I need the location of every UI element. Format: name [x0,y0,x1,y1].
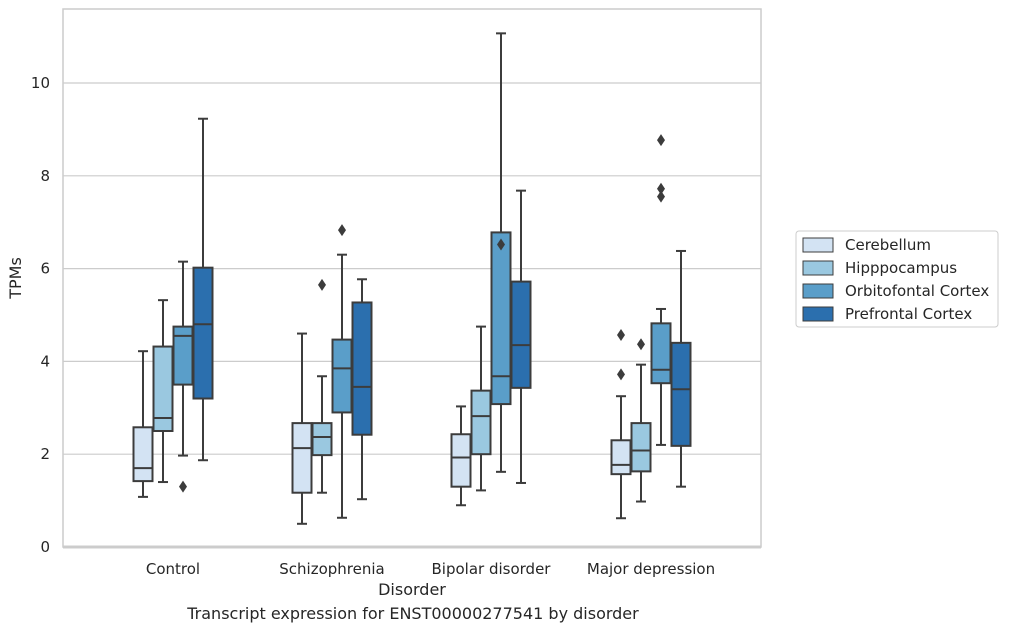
boxes-layer [132,32,692,525]
legend: Cerebellum Hipppocampus Orbitofontal Corte… [795,230,999,328]
box-group [470,325,492,492]
x-tick-label: Bipolar disorder [432,560,552,578]
box-iqr [132,426,154,483]
y-tick-label: 2 [40,445,50,463]
box-iqr [490,231,512,406]
box-iqr [510,280,532,389]
outlier-marker [338,224,346,237]
outlier-marker [179,480,187,493]
legend-swatch [802,283,834,299]
box-group [670,249,692,488]
box-iqr [152,345,174,432]
legend-swatch [802,260,834,276]
x-tick-label: Schizophrenia [279,560,384,578]
box-group [192,117,214,462]
outlier-marker [617,328,625,341]
box-iqr [311,422,333,457]
legend-swatch [802,306,834,322]
box-iqr [610,439,632,476]
box-iqr [650,322,672,385]
box-group [510,189,532,484]
x-tick-label: Major depression [587,560,715,578]
box-group [351,278,373,501]
box-group [172,260,194,493]
box-iqr [291,422,313,494]
box-group [152,299,174,484]
x-axis-title: Disorder [378,580,446,599]
plot-frame [62,8,762,548]
outlier-marker [657,182,665,195]
outlier-marker [617,368,625,381]
legend-label: Orbitofontal Cortex [845,282,989,300]
y-tick-label: 8 [40,167,50,185]
box-iqr [351,301,373,436]
outlier-marker [657,190,665,203]
legend-frame [795,230,999,328]
grid-lines [63,82,761,549]
y-axis-title: TPMs [6,257,25,300]
legend-label: Hipppocampus [845,259,957,277]
box-group [610,328,632,520]
outlier-marker [497,238,505,251]
y-tick-labels: 0 2 4 6 8 10 [31,74,50,556]
x-tick-label: Control [146,560,200,578]
y-tick-label: 0 [40,538,50,556]
outlier-marker [637,338,645,351]
box-group [311,278,333,494]
box-iqr [670,341,692,447]
box-group [291,332,313,525]
box-iqr [192,266,214,400]
box-group [650,134,672,446]
box-group [630,338,652,503]
legend-label: Prefrontal Cortex [845,305,972,323]
box-group [132,350,154,498]
legend-swatch [802,237,834,253]
box-iqr [331,338,353,414]
box-group [450,405,472,507]
y-tick-label: 10 [31,74,50,92]
box-group [490,32,512,473]
y-tick-label: 6 [40,260,50,278]
chart-caption: Transcript expression for ENST0000027754… [187,604,639,623]
y-tick-label: 4 [40,352,50,370]
box-iqr [470,389,492,456]
legend-label: Cerebellum [845,236,931,254]
box-iqr [450,433,472,488]
x-tick-labels: Control Schizophrenia Bipolar disorder Majo… [146,560,715,578]
outlier-marker [657,134,665,147]
outlier-marker [318,278,326,291]
box-iqr [630,422,652,473]
